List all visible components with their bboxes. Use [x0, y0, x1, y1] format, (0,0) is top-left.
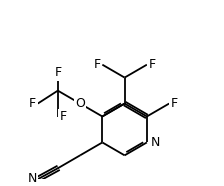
Text: F: F	[94, 58, 101, 71]
Text: F: F	[54, 66, 61, 79]
Text: N: N	[28, 172, 37, 185]
Text: F: F	[29, 97, 36, 110]
Text: F: F	[59, 110, 67, 123]
Text: N: N	[151, 136, 160, 149]
Text: F: F	[171, 97, 178, 110]
Text: O: O	[75, 97, 85, 110]
Text: F: F	[148, 58, 155, 71]
